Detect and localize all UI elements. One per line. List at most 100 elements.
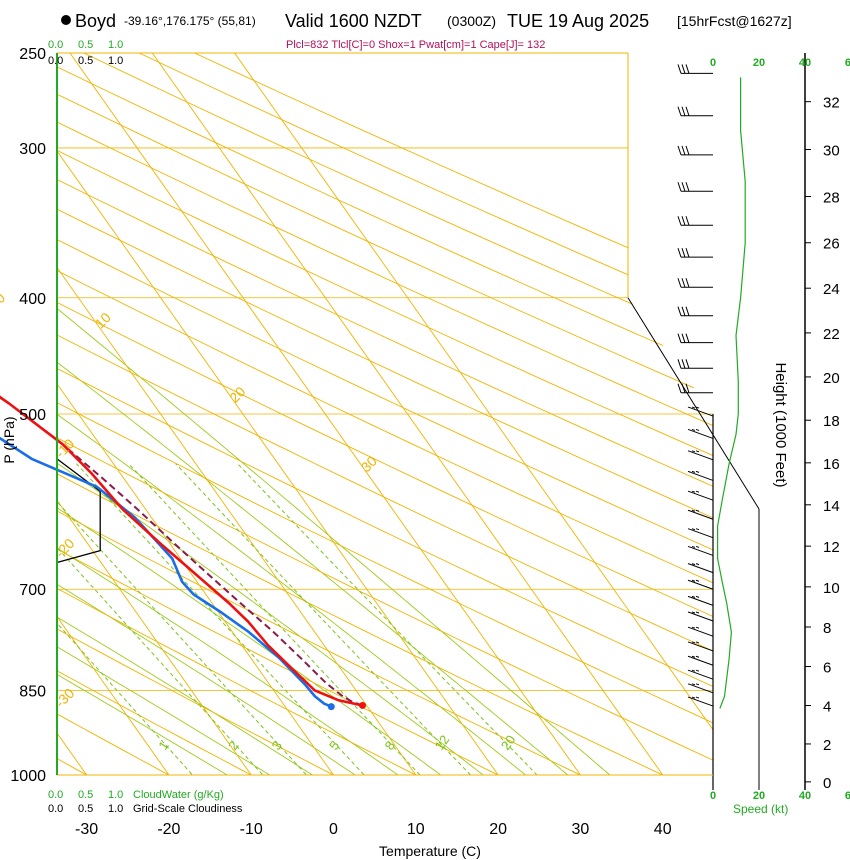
mixing-ratio-line: [57, 463, 287, 775]
moist-adiabat-line: [57, 53, 311, 775]
height-tick-label: 22: [823, 326, 840, 343]
speed-tick-label-top: 60: [845, 57, 850, 69]
wind-barb: [677, 278, 713, 288]
dry-adiabat-line: [57, 53, 713, 775]
mixing-ratio-line: [237, 463, 563, 775]
isotherm-label: 0: [0, 289, 8, 306]
isotherm-line: [57, 53, 352, 775]
cloudiness-top-tick-0: 0.0: [48, 55, 63, 67]
dry-adiabat-line: [57, 53, 713, 775]
mixing-ratio-line: [57, 463, 331, 775]
mixing-ratio-label: 2: [225, 738, 241, 753]
dry-adiabat-line: [57, 53, 713, 775]
speed-tick-label-top: 40: [799, 57, 811, 69]
wind-barb: [677, 216, 713, 226]
speed-tick-label: 40: [799, 790, 811, 802]
dry-adiabat-line: [57, 53, 713, 775]
cloudwater-top-tick-0: 0.0: [48, 39, 63, 51]
wind-barbs: [627, 64, 760, 790]
dry-adiabat-line: [57, 53, 713, 775]
dry-adiabat-line: [57, 53, 713, 775]
temperature-tick-label: -10: [240, 821, 263, 838]
isotherms: [57, 53, 713, 775]
dry-adiabat-line: [57, 53, 713, 775]
isotherm-line: [57, 53, 435, 775]
speed-tick-label-top: 0: [710, 57, 716, 69]
temperature-tick-label: 40: [654, 821, 672, 838]
height-tick-label: 24: [823, 281, 840, 298]
pressure-tick-label: 500: [19, 407, 46, 424]
pressure-tick-label: 850: [19, 683, 46, 700]
moist-adiabat-line: [57, 53, 270, 775]
cloudwater-top-tick-2: 1.0: [108, 39, 123, 51]
isotherm-label: 30: [358, 453, 380, 475]
cloudwater-label: CloudWater (g/Kg): [133, 789, 224, 801]
height-tick-label: 14: [823, 498, 840, 515]
wind-panel-diagonal: [627, 297, 760, 510]
wind-barb: [677, 333, 713, 344]
wind-barb: [687, 579, 714, 590]
dry-adiabat-line: [57, 53, 300, 775]
mixing-ratio-label: 8: [382, 738, 398, 753]
wind-barb: [687, 563, 714, 574]
mixing-ratio-lines: [57, 463, 563, 775]
cloudiness-tick-1: 0.5: [78, 803, 93, 815]
dry-adiabat-line: [57, 53, 713, 775]
wind-barb: [677, 182, 713, 192]
profiles: [0, 395, 367, 711]
temperature-line: [0, 395, 363, 707]
parcel-line: [0, 395, 363, 707]
background-lines: [57, 52, 713, 776]
height-tick-label: 4: [823, 699, 831, 716]
moist-adiabat-line: [57, 53, 435, 775]
wind-barb: [687, 611, 714, 622]
wind-barb: [687, 626, 714, 637]
wind-barb: [677, 306, 713, 317]
dry-adiabat-line: [57, 53, 713, 775]
y-axis-label: P (hPa): [1, 416, 17, 463]
mixing-ratio-label: 20: [498, 732, 519, 752]
pressure-tick-label: 1000: [10, 768, 46, 785]
isotherm-label: -20: [52, 535, 78, 561]
wind-barb: [677, 359, 713, 369]
wind-barb: [677, 106, 713, 117]
wind-barb: [687, 683, 714, 694]
dry-adiabat-line: [57, 53, 713, 775]
isotherm-label: 10: [92, 309, 114, 331]
pressure-tick-label: 400: [19, 291, 46, 308]
station-name: Boyd: [75, 11, 116, 31]
height-tick-label: 30: [823, 143, 840, 160]
height-axis-label: Height (1000 Feet): [772, 362, 789, 487]
surface-dewpoint-marker: [327, 703, 335, 711]
moist-adiabat-line: [57, 53, 599, 775]
dry-adiabat-line: [57, 53, 551, 775]
moist-adiabat-line: [57, 53, 393, 775]
mixing-ratio-label: 12: [432, 732, 453, 752]
dry-adiabat-line: [57, 53, 713, 775]
cloudiness-tick-2: 1.0: [108, 803, 123, 815]
isotherm-label: -30: [52, 685, 78, 711]
wind-barb: [687, 545, 714, 556]
mixing-ratio-line: [128, 463, 445, 775]
mixing-ratio-line: [57, 463, 216, 775]
x-axis-label: Temperature (C): [379, 843, 481, 859]
dry-adiabat-line: [57, 53, 713, 775]
cloudiness-top-tick-2: 1.0: [108, 55, 123, 67]
mixing-ratio-label: 3: [269, 738, 285, 753]
height-tick-label: 16: [823, 456, 840, 473]
isotherm-line: [57, 53, 105, 775]
dry-adiabat-line: [57, 53, 467, 775]
isotherm-line: [69, 53, 682, 775]
wind-barb: [687, 450, 714, 461]
height-tick-label: 28: [823, 190, 840, 207]
surface-temperature-marker: [359, 701, 367, 709]
mixing-ratio-line: [76, 463, 389, 775]
speed-tick-label: 20: [753, 790, 765, 802]
station-dot: [61, 15, 71, 25]
temperature-tick-label: 10: [407, 821, 425, 838]
speed-tick-label-top: 20: [753, 57, 765, 69]
isotherm-line: [57, 53, 270, 775]
mixing-ratio-label: 5: [326, 738, 342, 753]
wind-barb: [687, 669, 714, 680]
